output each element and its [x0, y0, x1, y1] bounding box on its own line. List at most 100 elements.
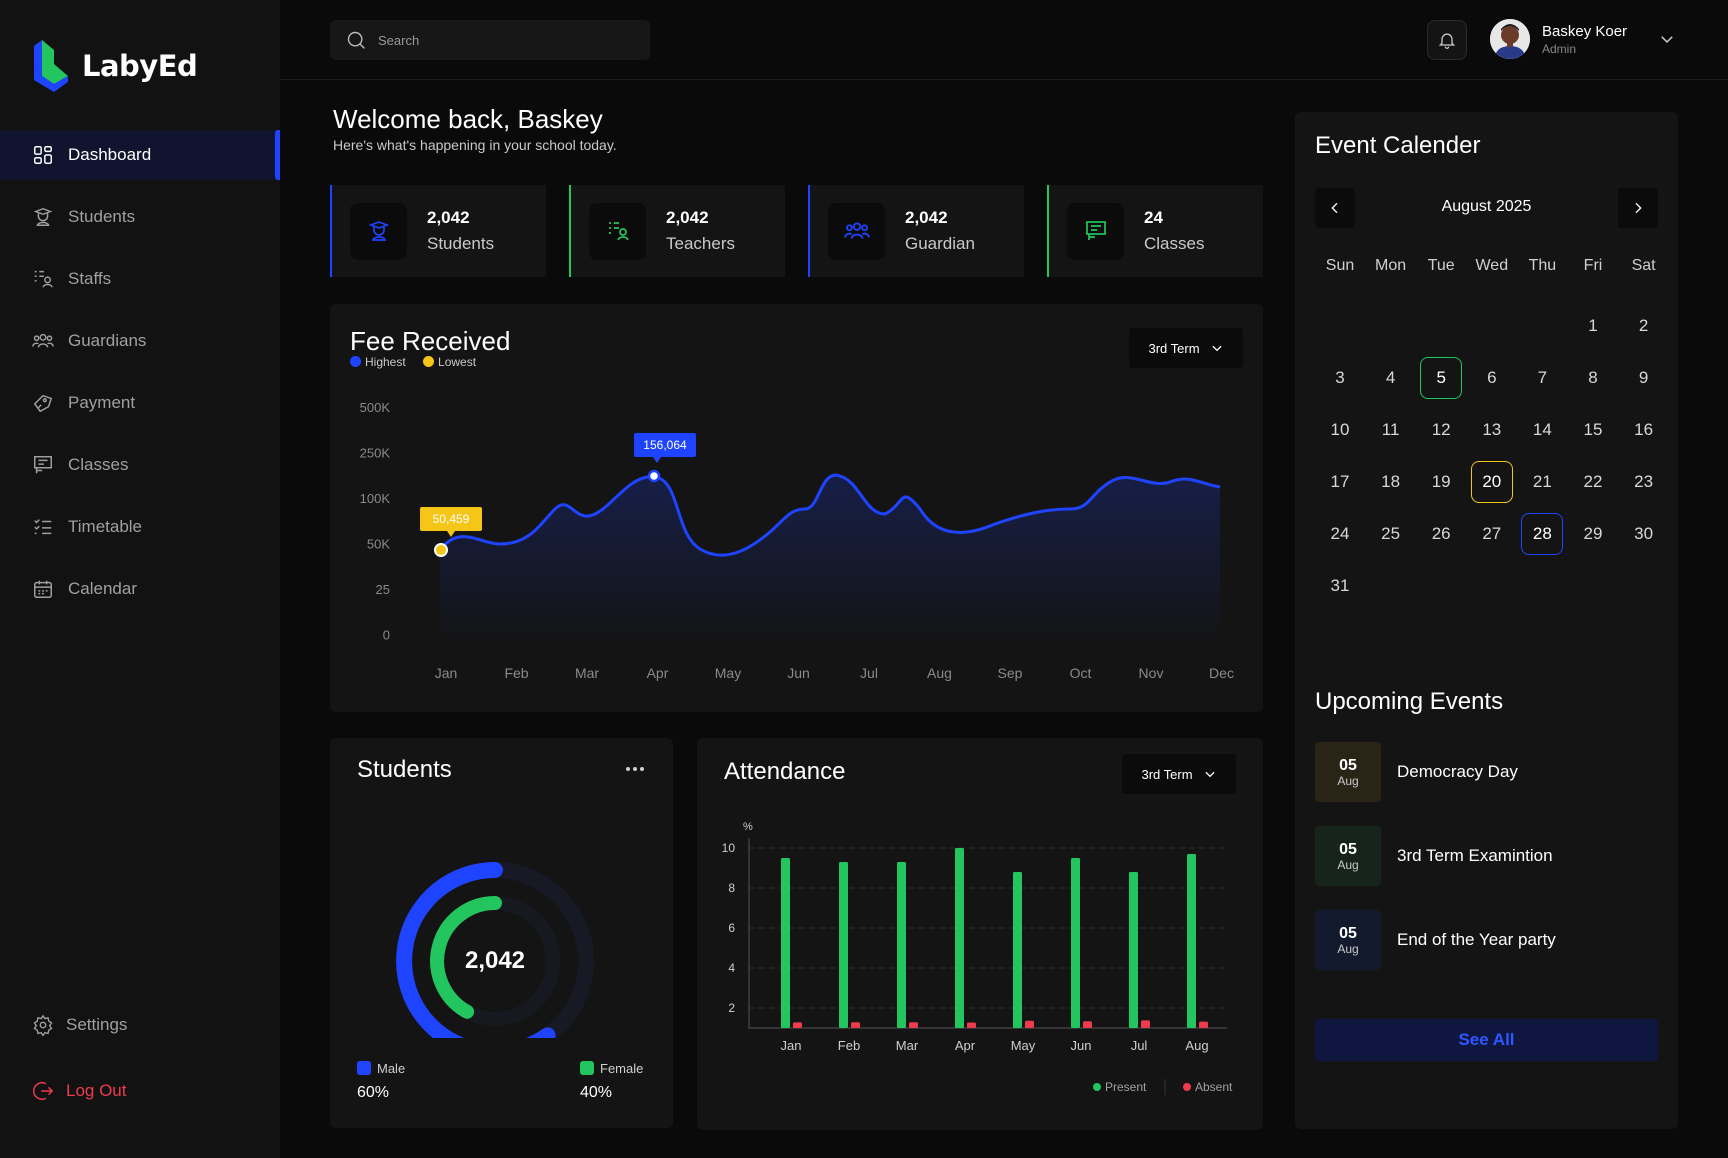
bar-present-apr[interactable] [955, 848, 964, 1028]
next-month-button[interactable] [1618, 188, 1658, 228]
bar-present-aug[interactable] [1187, 854, 1196, 1028]
calendar-icon [32, 578, 54, 600]
sidebar-item-classes[interactable]: Classes [0, 440, 280, 490]
calendar-day[interactable]: 22 [1583, 472, 1603, 491]
event-item[interactable]: 05 Aug End of the Year party [1315, 910, 1556, 970]
bar-absent-mar[interactable] [909, 1022, 918, 1028]
avatar[interactable] [1490, 19, 1530, 59]
bar-absent-jul[interactable] [1141, 1020, 1150, 1028]
search-box[interactable] [330, 20, 650, 60]
calendar-day[interactable]: 3 [1335, 368, 1345, 387]
bar-present-jan[interactable] [781, 858, 790, 1028]
bar-present-feb[interactable] [839, 862, 848, 1028]
bar-absent-may[interactable] [1025, 1020, 1034, 1028]
calendar-day[interactable]: 19 [1431, 472, 1451, 491]
y-tick-label: 2 [728, 1001, 735, 1015]
stat-card-students[interactable]: 2,042 Students [330, 185, 546, 277]
calendar-day[interactable]: 4 [1385, 368, 1396, 387]
legend-female: Female [580, 1061, 643, 1076]
stat-card-guardian[interactable]: 2,042 Guardian [808, 185, 1024, 277]
bar-present-mar[interactable] [897, 862, 906, 1028]
calendar-day[interactable]: 11 [1381, 420, 1400, 439]
legend-swatch-highest [350, 356, 361, 367]
user-menu-toggle[interactable] [1658, 30, 1676, 53]
calendar-day[interactable]: 5 [1420, 357, 1463, 399]
calendar-day[interactable]: 10 [1330, 420, 1350, 439]
attendance-legend: Present Absent [1093, 1079, 1233, 1095]
event-item[interactable]: 05 Aug 3rd Term Examintion [1315, 826, 1553, 886]
male-arc [396, 862, 556, 1038]
calendar-day[interactable]: 28 [1521, 513, 1564, 555]
calendar-day[interactable]: 23 [1634, 472, 1654, 491]
notification-button[interactable] [1427, 20, 1467, 60]
sidebar-item-label: Staffs [68, 269, 112, 288]
sidebar-item-guardians[interactable]: Guardians [0, 316, 280, 366]
search-input[interactable] [378, 32, 618, 48]
calendar-day[interactable]: 13 [1482, 420, 1502, 439]
calendar-day[interactable]: 8 [1588, 368, 1598, 387]
calendar-day[interactable]: 6 [1487, 368, 1497, 387]
event-item[interactable]: 05 Aug Democracy Day [1315, 742, 1518, 802]
user-role: Admin [1542, 42, 1577, 56]
attendance-term-dropdown[interactable]: 3rd Term [1122, 754, 1236, 794]
bar-absent-jun[interactable] [1083, 1021, 1092, 1028]
calendar-day[interactable]: 17 [1330, 472, 1350, 491]
bar-present-jul[interactable] [1129, 872, 1138, 1028]
calendar-day[interactable]: 14 [1532, 420, 1552, 439]
lowest-marker[interactable]: 50,459 [420, 507, 482, 557]
logout-button[interactable]: Log Out [32, 1080, 127, 1102]
fee-title: Fee Received [350, 326, 511, 356]
legend-lowest: Lowest [438, 355, 477, 369]
sidebar-item-calendar[interactable]: Calendar [0, 564, 280, 614]
calendar-day[interactable]: 31 [1330, 576, 1350, 595]
sidebar-item-students[interactable]: Students [0, 192, 280, 242]
settings-button[interactable]: Settings [32, 1014, 127, 1036]
calendar-day[interactable]: 9 [1638, 368, 1649, 387]
calendar-day[interactable]: 27 [1482, 524, 1502, 543]
month-label: August 2025 [1441, 198, 1532, 215]
sidebar-item-label: Classes [68, 455, 129, 474]
calendar-day[interactable]: 1 [1588, 316, 1598, 335]
bar-present-may[interactable] [1013, 872, 1022, 1028]
calendar-day[interactable]: 21 [1532, 472, 1552, 491]
classes-icon [1085, 221, 1106, 240]
more-options-button[interactable] [625, 760, 645, 778]
stat-card-teachers[interactable]: 2,042 Teachers [569, 185, 785, 277]
bar-present-jun[interactable] [1071, 858, 1080, 1028]
sidebar-item-payment[interactable]: Payment [0, 378, 280, 428]
prev-month-button[interactable] [1315, 188, 1355, 228]
x-tick-label: Oct [1070, 665, 1092, 681]
bar-absent-feb[interactable] [851, 1022, 860, 1028]
highest-marker[interactable]: 156,064 [634, 433, 696, 483]
bar-absent-jan[interactable] [793, 1022, 802, 1028]
fee-term-dropdown[interactable]: 3rd Term [1129, 328, 1243, 368]
staffs-icon [32, 268, 54, 290]
sidebar-item-staffs[interactable]: Staffs [0, 254, 280, 304]
dropdown-value: 3rd Term [1141, 766, 1193, 782]
calendar-day[interactable]: 26 [1431, 524, 1451, 543]
y-unit-label: % [743, 821, 753, 833]
sidebar-item-dashboard[interactable]: Dashboard [0, 130, 280, 180]
calendar-day[interactable]: 20 [1470, 461, 1513, 503]
calendar-day[interactable]: 12 [1431, 420, 1451, 439]
calendar-day[interactable]: 2 [1638, 316, 1649, 335]
logo[interactable]: LabyEd [34, 40, 198, 92]
calendar-day[interactable]: 24 [1330, 524, 1350, 543]
calendar-day[interactable]: 29 [1583, 524, 1603, 543]
calendar-day[interactable]: 16 [1634, 420, 1654, 439]
fee-received-card: Fee Received Highest Lowest 3rd Term 500… [330, 304, 1263, 712]
calendar-day[interactable]: 7 [1537, 368, 1548, 387]
stat-card-classes[interactable]: 24 Classes [1047, 185, 1263, 277]
weekday-label: Fri [1583, 257, 1603, 274]
calendar-day[interactable]: 15 [1583, 420, 1603, 439]
sidebar-item-timetable[interactable]: Timetable [0, 502, 280, 552]
stat-value: 2,042 [905, 208, 948, 227]
calendar-day[interactable]: 18 [1381, 472, 1401, 491]
stat-icon-box [828, 202, 885, 260]
calendar-day[interactable]: 25 [1381, 524, 1401, 543]
calendar-day[interactable]: 30 [1634, 524, 1654, 543]
stat-label: Students [427, 234, 495, 253]
see-all-button[interactable]: See All [1315, 1019, 1658, 1061]
bar-absent-apr[interactable] [967, 1022, 976, 1028]
bar-absent-aug[interactable] [1199, 1021, 1208, 1028]
